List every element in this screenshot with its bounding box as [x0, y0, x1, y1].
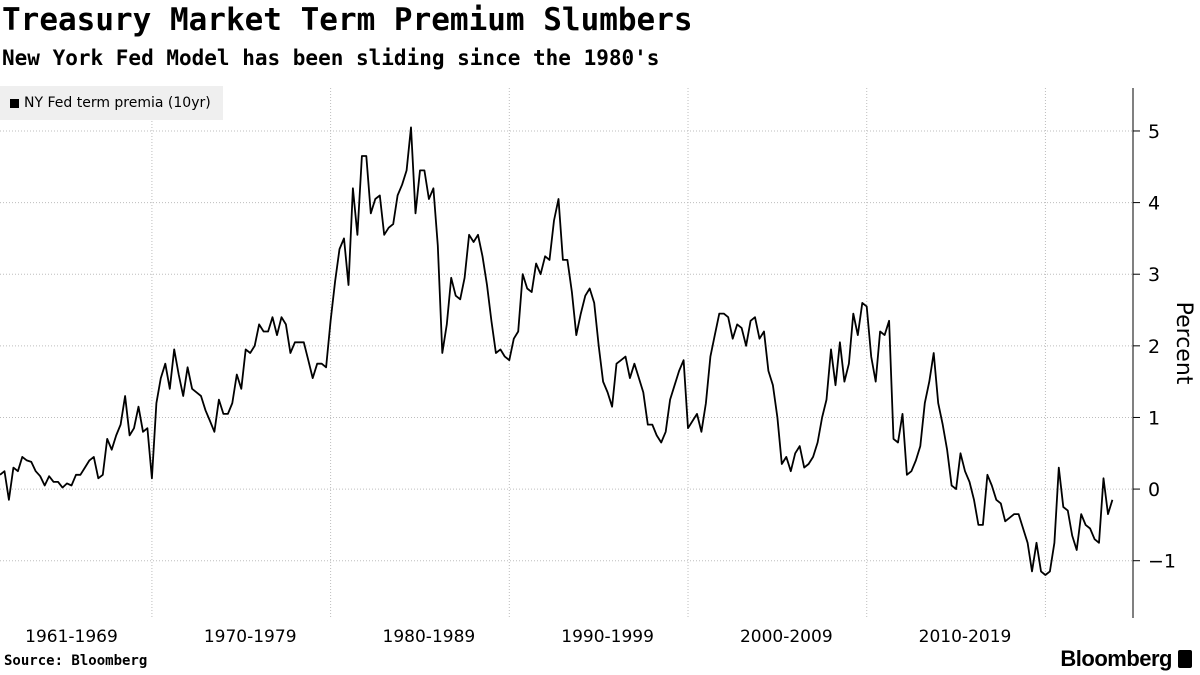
- y-tick-label: 0: [1148, 479, 1160, 501]
- legend: NY Fed term premia (10yr): [0, 86, 223, 120]
- bloomberg-logo: Bloomberg: [1060, 646, 1192, 672]
- x-tick-label: 1980-1989: [383, 627, 476, 647]
- y-axis-label: Percent: [1171, 302, 1196, 385]
- y-tick-label: −1: [1148, 551, 1176, 573]
- y-tick-label: 3: [1148, 264, 1160, 286]
- chart-title: Treasury Market Term Premium Slumbers: [2, 2, 693, 38]
- legend-label: NY Fed term premia (10yr): [24, 95, 211, 111]
- y-tick-label: 4: [1148, 193, 1160, 215]
- y-tick-label: 1: [1148, 407, 1160, 429]
- x-tick-label: 1990-1999: [561, 627, 654, 647]
- series-layer: [0, 126, 1114, 576]
- brand-wordmark: Bloomberg: [1060, 646, 1172, 671]
- source-note: Source: Bloomberg: [4, 653, 148, 669]
- legend-swatch: [10, 98, 19, 108]
- y-tick-label: 5: [1148, 121, 1160, 143]
- x-axis: 1961-1969 1970-1979 1980-1989 1990-1999 2000…: [25, 627, 1011, 647]
- y-axis: −1 0 1 2 3 4 5 Percent: [1132, 88, 1196, 618]
- y-tick-label: 2: [1148, 336, 1160, 358]
- chart-subtitle: New York Fed Model has been sliding sinc…: [2, 46, 660, 70]
- x-tick-label: 1961-1969: [25, 627, 118, 647]
- x-tick-label: 1970-1979: [204, 627, 297, 647]
- series-line-ny-fed-term-premia: [0, 126, 1114, 576]
- bloomberg-mark-icon: [1178, 650, 1192, 668]
- x-tick-label: 2010-2019: [919, 627, 1012, 647]
- x-tick-label: 2000-2009: [740, 627, 833, 647]
- grid: [0, 88, 1133, 618]
